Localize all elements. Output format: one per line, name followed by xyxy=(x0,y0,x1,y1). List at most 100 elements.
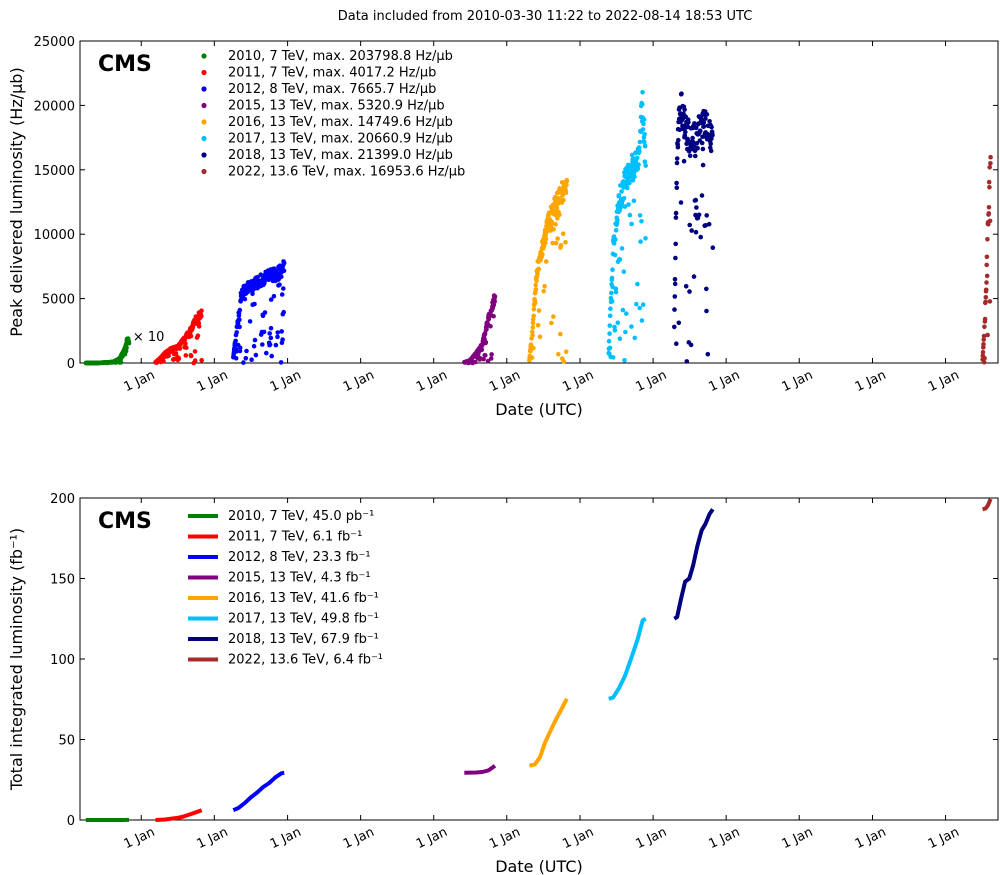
experiment-label: CMS xyxy=(98,52,152,77)
data-point xyxy=(678,200,684,205)
data-point xyxy=(184,345,189,351)
data-point xyxy=(488,324,493,329)
legend-entry: 2015, 13 TeV, max. 5320.9 Hz/μb xyxy=(228,99,445,114)
data-point xyxy=(708,148,714,154)
data-point xyxy=(281,286,286,291)
y-tick-label: 0 xyxy=(67,814,75,829)
data-point xyxy=(563,240,568,245)
data-point xyxy=(173,351,179,356)
data-point xyxy=(528,342,534,347)
data-point xyxy=(982,324,987,330)
integrated-luminosity-panel: 0 50 100 150 200 1 Jan 1 Jan 1 Jan 1 Jan 1 Jan 1 J… xyxy=(7,492,999,875)
data-point xyxy=(560,231,566,236)
data-point xyxy=(621,196,627,201)
data-point xyxy=(166,353,171,359)
data-point xyxy=(549,320,554,326)
data-point xyxy=(619,246,625,251)
data-point xyxy=(694,141,700,146)
legend-entry: 2015, 13 TeV, 4.3 fb⁻¹ xyxy=(228,571,371,586)
data-point xyxy=(176,355,181,361)
data-point xyxy=(250,291,255,297)
x-tick-label: 1 Jan xyxy=(268,825,304,852)
data-point xyxy=(703,116,708,121)
data-point xyxy=(641,121,646,127)
data-point xyxy=(673,210,679,216)
data-point xyxy=(554,205,560,211)
data-point xyxy=(987,184,992,190)
series-points xyxy=(83,336,132,366)
data-point xyxy=(488,356,494,361)
data-point xyxy=(674,180,679,186)
data-point xyxy=(707,119,712,124)
legend-marker xyxy=(201,135,207,142)
data-point xyxy=(983,299,988,305)
series-line xyxy=(528,697,569,768)
data-point xyxy=(543,236,549,242)
data-point xyxy=(543,240,548,246)
data-point xyxy=(619,189,624,194)
data-point xyxy=(243,356,249,361)
data-point xyxy=(626,202,631,207)
data-point xyxy=(199,358,204,363)
data-point xyxy=(695,145,700,151)
data-point xyxy=(984,280,989,285)
data-point xyxy=(634,301,639,307)
data-point xyxy=(533,287,539,292)
data-point xyxy=(675,144,681,150)
data-point xyxy=(613,237,618,242)
data-point xyxy=(673,255,678,261)
data-point xyxy=(558,243,564,248)
data-point xyxy=(532,300,538,306)
series-points xyxy=(527,177,570,364)
data-point xyxy=(617,257,623,262)
data-point xyxy=(558,187,564,192)
y-axis-title: Peak delivered luminosity (Hz/μb) xyxy=(7,67,26,336)
data-point xyxy=(982,355,987,361)
data-point xyxy=(643,236,648,241)
data-point xyxy=(620,307,626,313)
x-tick-label: 1 Jan xyxy=(195,368,231,395)
data-point xyxy=(279,329,285,334)
data-point xyxy=(251,343,257,349)
data-point xyxy=(672,281,678,287)
data-point xyxy=(561,197,566,203)
data-point xyxy=(686,120,691,125)
data-point xyxy=(531,345,536,351)
data-point xyxy=(636,162,641,167)
x-tick-label: 1 Jan xyxy=(487,368,523,395)
data-point xyxy=(683,284,689,289)
data-point xyxy=(551,227,556,232)
data-point xyxy=(183,341,188,347)
data-point xyxy=(674,185,680,190)
series-points xyxy=(153,308,204,366)
data-point xyxy=(281,268,287,274)
data-point xyxy=(190,324,196,330)
data-point xyxy=(555,236,560,241)
data-point xyxy=(640,127,646,132)
data-point xyxy=(264,350,269,356)
data-point xyxy=(192,349,198,354)
x-tick-label: 1 Jan xyxy=(122,825,158,852)
series-line xyxy=(608,616,647,701)
data-point xyxy=(710,133,715,138)
data-point xyxy=(684,359,690,364)
data-point xyxy=(531,307,537,312)
data-point xyxy=(247,319,253,324)
data-point xyxy=(273,342,279,348)
data-point xyxy=(237,317,242,323)
plot-frame xyxy=(79,40,999,364)
data-point xyxy=(693,125,699,131)
data-point xyxy=(673,241,678,247)
data-point xyxy=(673,215,679,220)
data-point xyxy=(615,217,620,223)
data-point xyxy=(557,212,562,218)
data-point xyxy=(492,299,498,304)
legend: 2010, 7 TeV, 45.0 pb⁻¹ 2011, 7 TeV, 6.1 f… xyxy=(188,509,383,668)
data-point xyxy=(629,221,634,227)
data-point xyxy=(984,262,989,268)
data-point xyxy=(279,292,285,297)
data-point xyxy=(260,342,265,347)
data-point xyxy=(986,222,991,227)
data-point xyxy=(485,358,491,364)
data-point xyxy=(687,222,692,228)
